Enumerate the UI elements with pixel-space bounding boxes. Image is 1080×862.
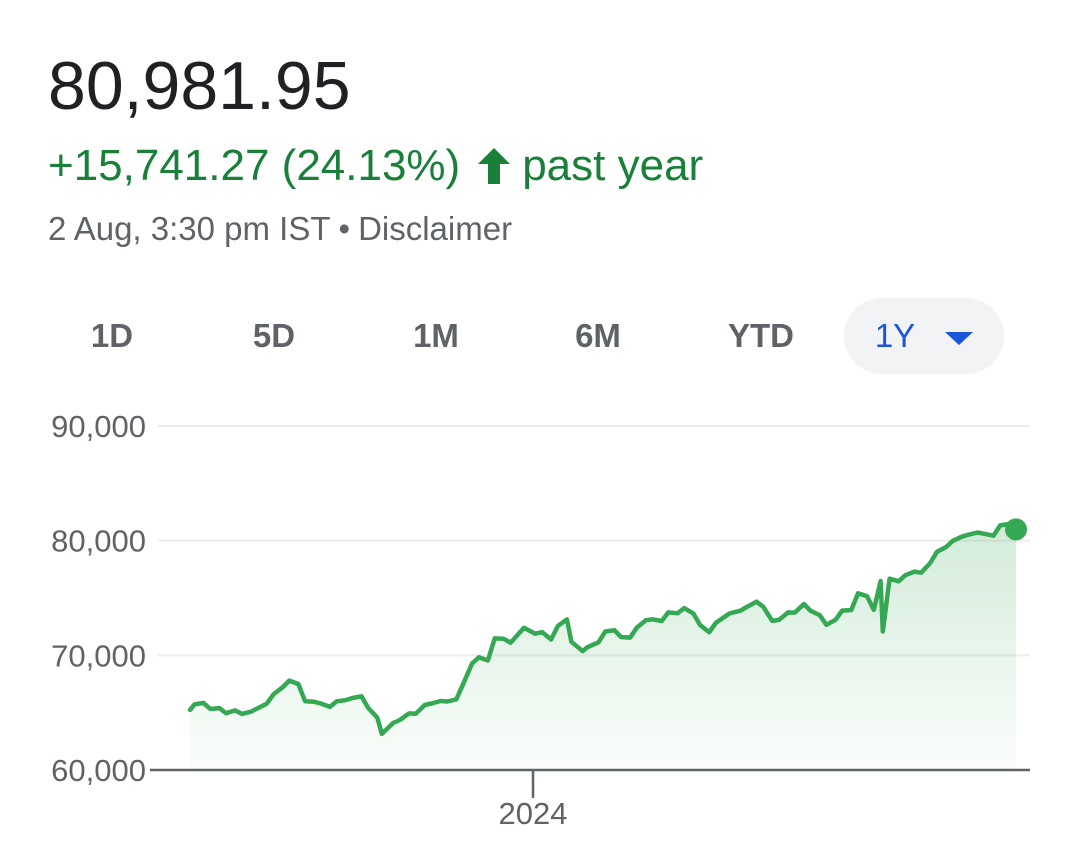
meta-separator: • [338, 210, 351, 247]
tab-label: 5D [252, 317, 296, 354]
tab-1y[interactable]: 1Y [844, 298, 1004, 374]
y-tick-label: 90,000 [51, 409, 146, 444]
price-change-row: +15,741.27 (24.13%) past year [48, 144, 703, 188]
current-price: 80,981.95 [48, 48, 351, 124]
y-tick-label: 60,000 [51, 753, 146, 788]
tab-label: 1D [90, 317, 134, 354]
tab-5d[interactable]: 5D [222, 298, 326, 374]
y-axis-labels: 90,000 80,000 70,000 60,000 [51, 409, 146, 788]
y-tick-label: 70,000 [51, 638, 146, 673]
price-area [190, 524, 1016, 770]
tab-6m[interactable]: 6M [546, 298, 650, 374]
tab-label: 1Y [874, 317, 916, 354]
tab-1d[interactable]: 1D [60, 298, 164, 374]
range-tabs: 1D 5D 1M 6M YTD 1Y [30, 298, 1030, 374]
last-price-marker [1005, 518, 1027, 541]
price-chart: 90,000 80,000 70,000 60,000 2024 [51, 409, 1030, 831]
caret-down-icon [945, 331, 974, 345]
quote-meta: 2 Aug, 3:30 pm IST • Disclaimer [48, 212, 512, 245]
y-tick-label: 80,000 [51, 524, 146, 559]
tab-label: 6M [575, 317, 621, 354]
tab-label: YTD [728, 317, 794, 354]
x-axis-ticks: 2024 [499, 770, 568, 831]
tab-ytd[interactable]: YTD [706, 298, 816, 374]
tab-1m[interactable]: 1M [384, 298, 488, 374]
disclaimer-link[interactable]: Disclaimer [358, 210, 513, 247]
arrow-up-icon [478, 148, 511, 184]
price-change: +15,741.27 (24.13%) [48, 141, 461, 190]
x-tick-label: 2024 [499, 796, 568, 831]
price-line [187, 521, 1019, 737]
tab-label: 1M [413, 317, 459, 354]
quote-timestamp: 2 Aug, 3:30 pm IST [48, 210, 331, 247]
change-period: past year [522, 141, 704, 190]
